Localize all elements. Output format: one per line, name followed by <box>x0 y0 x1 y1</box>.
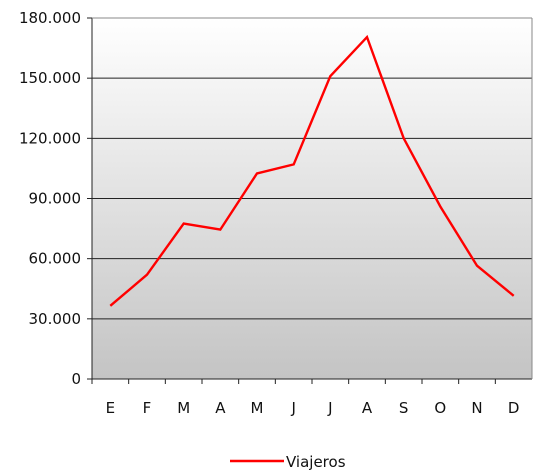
y-tick-label: 60.000 <box>29 250 82 268</box>
legend-label-viajeros: Viajeros <box>286 453 346 471</box>
x-tick-label: M <box>177 399 190 417</box>
y-tick-label: 180.000 <box>19 9 81 27</box>
x-tick-label: M <box>251 399 264 417</box>
x-tick-label: O <box>434 399 446 417</box>
x-tick-label: N <box>471 399 482 417</box>
x-tick-label: F <box>143 399 152 417</box>
y-tick-label: 90.000 <box>29 190 82 208</box>
y-tick-label: 0 <box>71 370 81 388</box>
y-tick-label: 150.000 <box>19 69 81 87</box>
series-group <box>109 34 515 307</box>
x-tick-label: E <box>106 399 115 417</box>
x-tick-label: J <box>290 399 295 417</box>
y-tick-label: 120.000 <box>19 129 81 147</box>
axes: 0 30.000 60.000 90.000 120.000 150.000 180.000… <box>19 9 533 417</box>
x-tick-label: A <box>362 399 373 417</box>
x-tick-label: S <box>399 399 409 417</box>
x-tick-label: A <box>215 399 226 417</box>
legend: Viajeros <box>230 453 346 471</box>
series-line-viajeros <box>109 34 515 307</box>
x-tick-label: J <box>327 399 332 417</box>
x-tick-label: D <box>508 399 520 417</box>
y-tick-label: 30.000 <box>29 310 82 328</box>
